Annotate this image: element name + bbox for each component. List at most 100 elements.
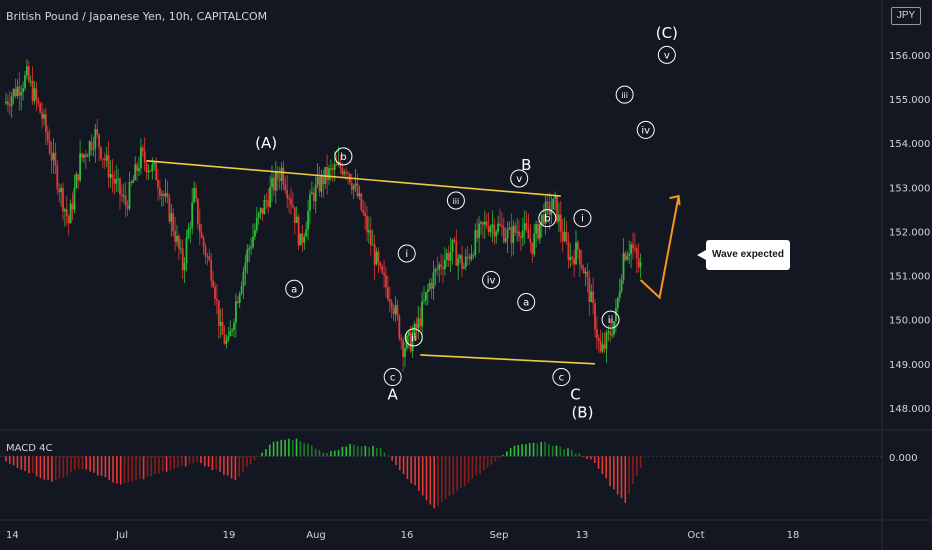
wave-label-circle (615, 85, 634, 104)
candle-body (170, 213, 173, 222)
candle-body (388, 299, 391, 303)
candle-body (563, 232, 566, 242)
candle-body (181, 248, 184, 271)
macd-bar (391, 456, 393, 461)
candle-body (109, 174, 112, 178)
macd-bar (471, 456, 474, 479)
candle-body (18, 86, 21, 96)
macd-bar (406, 456, 409, 479)
candle-body (487, 225, 490, 233)
candle-body (615, 308, 617, 322)
candle-body (31, 80, 34, 102)
candle-body (466, 256, 469, 258)
macd-bar (356, 446, 359, 457)
macd-bar (234, 456, 237, 480)
macd-bar (280, 439, 283, 457)
wave-label-a: a (291, 284, 297, 295)
macd-bar (609, 456, 611, 487)
candle-body (552, 198, 555, 210)
macd-bar (100, 456, 103, 476)
macd-bar (238, 456, 240, 477)
candle-body (516, 231, 518, 233)
candle-body (86, 155, 89, 157)
currency-badge[interactable]: JPY (891, 7, 921, 25)
candle-body (288, 198, 290, 200)
candle-body (124, 195, 127, 207)
candle-body (347, 172, 349, 174)
trendline-upper (146, 160, 561, 197)
macd-bar (184, 456, 187, 467)
macd-bar (265, 449, 267, 457)
candle-body (274, 171, 277, 191)
candle-body (111, 174, 114, 179)
macd-bar (570, 449, 573, 457)
macd-bar (188, 456, 191, 464)
candle-body (461, 255, 463, 269)
macd-bar (249, 456, 252, 464)
macd-bar (35, 456, 38, 477)
candle-body (377, 251, 380, 263)
macd-bar (494, 456, 497, 462)
price-axis[interactable]: 148.000 149.000 150.000 151.000 152.000 153.0… (889, 51, 930, 464)
macd-bar (418, 456, 420, 491)
candle-body (318, 176, 321, 192)
candle-body (330, 168, 332, 170)
time-axis[interactable]: 14 Jul 19 Aug 16 Sep 13 Oct 18 (6, 530, 799, 541)
candle-body (371, 244, 374, 246)
candle-body (411, 335, 414, 352)
candle-body (540, 214, 543, 224)
symbol-title[interactable]: British Pound / Japanese Yen, 10h, CAPIT… (6, 10, 268, 23)
macd-bar (112, 456, 114, 483)
candle-body (168, 197, 171, 222)
candle-body (394, 304, 397, 315)
macd-bar (452, 456, 455, 495)
candle-body (193, 188, 195, 203)
macd-bar (341, 446, 344, 457)
projection-path (639, 195, 680, 300)
macd-bar (398, 456, 401, 471)
macd-bar (590, 456, 592, 460)
candle-body (455, 241, 458, 266)
candle-body (254, 230, 256, 237)
candle-body (518, 231, 520, 237)
macd-bar (593, 456, 596, 464)
macd-bar (483, 456, 485, 471)
candle-body (301, 233, 304, 243)
macd-bar (624, 456, 627, 503)
macd-bar (226, 456, 229, 476)
candle-body (362, 209, 365, 213)
candle-body (7, 101, 9, 105)
macd-indicator-label[interactable]: MACD 4C (6, 443, 53, 454)
candle-body (27, 66, 30, 81)
wave-label-(B): (B) (571, 403, 593, 421)
macd-bar (414, 456, 416, 486)
candle-body (299, 233, 302, 246)
candle-body (132, 180, 135, 183)
candle-body (497, 223, 499, 232)
candle-body (284, 184, 287, 191)
candle-body (544, 201, 547, 224)
candle-body (449, 251, 452, 261)
candle-body (130, 181, 133, 183)
candle-body (96, 129, 99, 135)
candle-body (37, 99, 40, 104)
price-tick-label: 151.000 (889, 272, 930, 283)
macd-bar (326, 453, 328, 457)
candle-body (265, 199, 268, 201)
candle-body (52, 152, 55, 161)
price-tick-label: 153.000 (889, 183, 930, 194)
candle-body (8, 104, 11, 107)
wave-label-circle (482, 270, 501, 289)
macd-bar (433, 456, 435, 509)
macd-bar (276, 441, 279, 457)
macd-bar (230, 456, 233, 479)
macd-bar (9, 456, 11, 464)
candle-body (159, 187, 161, 196)
candle-body (202, 237, 205, 247)
candle-body (39, 103, 42, 113)
macd-bar (479, 456, 481, 475)
projection-arrowhead (669, 194, 681, 206)
candle-body (107, 155, 110, 178)
trendlines (146, 160, 596, 365)
